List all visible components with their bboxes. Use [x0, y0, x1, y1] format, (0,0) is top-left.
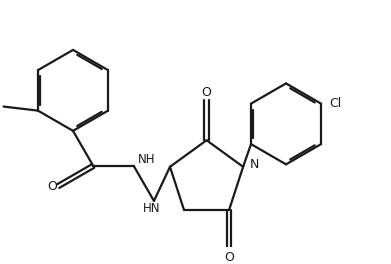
Text: O: O [224, 251, 234, 264]
Text: NH: NH [138, 153, 156, 166]
Text: N: N [249, 158, 259, 171]
Text: O: O [47, 180, 57, 193]
Text: HN: HN [143, 202, 161, 215]
Text: Cl: Cl [330, 97, 342, 110]
Text: O: O [202, 86, 212, 99]
